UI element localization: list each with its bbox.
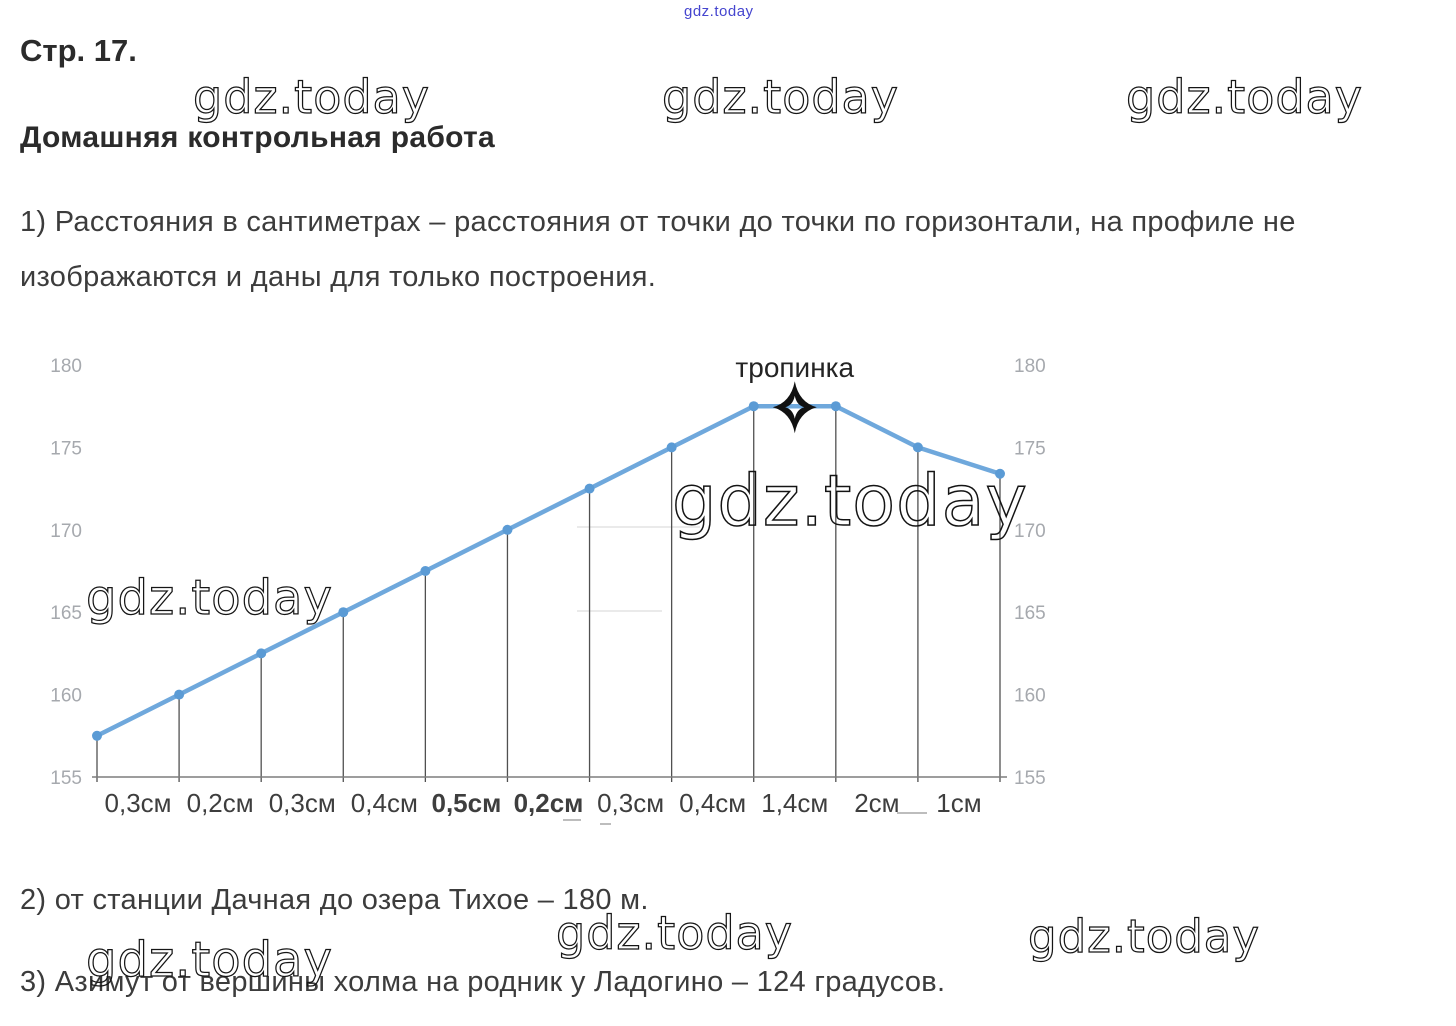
x-segment-label: 0,3см	[597, 788, 664, 818]
site-link[interactable]: gdz.today	[684, 3, 754, 20]
y-tick-label-left: 165	[50, 603, 82, 624]
x-segment-label: 0,4см	[679, 788, 746, 818]
y-tick-label-left: 175	[50, 438, 82, 459]
y-tick-label-left: 160	[50, 686, 82, 707]
x-segment-label: 0,3см	[105, 788, 172, 818]
y-tick-label-left: 170	[50, 521, 82, 542]
y-tick-label-right: 165	[1014, 603, 1046, 624]
answer-2: 2) от станции Дачная до озера Тихое – 18…	[20, 884, 649, 916]
y-tick-label-right: 175	[1014, 438, 1046, 459]
x-segment-label: 0,5см	[431, 788, 501, 818]
y-tick-label-right: 155	[1014, 768, 1046, 789]
x-segment-label: 0,3см	[269, 788, 336, 818]
watermark-bottom-right: gdz.today	[1027, 909, 1261, 963]
watermark-bottom-center: gdz.today	[555, 905, 793, 960]
data-point-marker	[584, 483, 595, 494]
watermark-top-left: gdz.today	[192, 69, 430, 124]
compass-star-icon	[772, 381, 817, 434]
x-segment-label: 2см	[854, 788, 899, 818]
answer-3: 3) Азимут от вершины холма на родник у Л…	[20, 966, 946, 998]
data-point-marker	[830, 401, 841, 412]
watermark-top-center: gdz.today	[661, 69, 899, 124]
answer-1-line-2: изображаются и даны для только построени…	[20, 261, 657, 293]
x-segment-label: 1см	[936, 788, 981, 818]
watermark-bottom-left: gdz.today	[85, 931, 333, 988]
x-segment-label: 0,2см	[187, 788, 254, 818]
y-tick-label-right: 160	[1014, 686, 1046, 707]
x-segment-label: 0,4см	[351, 788, 418, 818]
data-point-marker	[174, 689, 185, 700]
x-segment-label: 1,4см	[761, 788, 828, 818]
data-point-marker	[338, 607, 349, 618]
x-segment-label: 0,2см	[514, 788, 584, 818]
data-point-marker	[502, 524, 513, 535]
answer-1-line-1: 1) Расстояния в сантиметрах – расстояния…	[20, 206, 1296, 238]
watermark-chart-center: gdz.today	[671, 459, 1028, 543]
data-point-marker	[256, 648, 267, 659]
data-point-marker	[912, 442, 923, 453]
y-tick-label-right: 180	[1014, 356, 1046, 377]
y-tick-label-left: 180	[50, 356, 82, 377]
y-tick-label-right: 170	[1014, 521, 1046, 542]
data-point-marker	[92, 730, 102, 741]
data-point-marker	[748, 401, 759, 412]
data-point-marker	[420, 566, 431, 576]
data-point-marker	[666, 442, 677, 453]
data-point-marker	[995, 468, 1005, 479]
watermark-chart-left: gdz.today	[85, 569, 333, 626]
trail-label: тропинка	[735, 352, 854, 383]
y-tick-label-left: 155	[50, 768, 82, 789]
elevation-line	[94, 403, 1003, 739]
section-heading: Домашняя контрольная работа	[20, 121, 496, 154]
watermark-top-right: gdz.today	[1125, 69, 1363, 124]
page-title: Стр. 17.	[20, 33, 137, 68]
